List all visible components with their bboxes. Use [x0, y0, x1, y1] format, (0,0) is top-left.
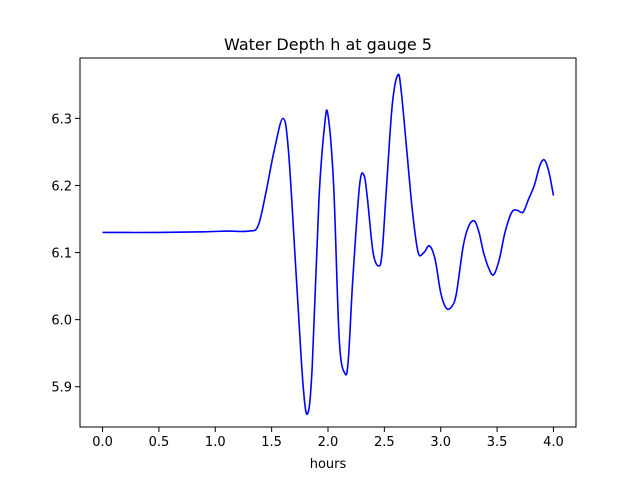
y-tick-label: 6.0 [51, 314, 72, 329]
y-tick-label: 6.1 [51, 247, 72, 262]
x-tick-label: 0.0 [92, 435, 113, 450]
y-tick-label: 6.2 [51, 179, 72, 194]
x-tick-label: 1.0 [205, 435, 226, 450]
series-layer [102, 73, 555, 416]
x-tick-label: 2.5 [374, 435, 395, 450]
x-tick-label: 2.0 [318, 435, 339, 450]
x-tick-label: 1.5 [261, 435, 282, 450]
x-tick-label: 3.0 [430, 435, 451, 450]
y-tick-label: 6.3 [51, 112, 72, 127]
chart-title: Water Depth h at gauge 5 [224, 35, 432, 54]
y-tick-label: 5.9 [51, 381, 72, 396]
y-axis: 5.9 6.0 6.1 6.2 6.3 [51, 112, 80, 396]
x-tick-label: 3.5 [487, 435, 508, 450]
x-tick-label: 0.5 [149, 435, 170, 450]
x-tick-label: 4.0 [543, 435, 564, 450]
series-line [102, 73, 555, 416]
x-axis-label: hours [310, 457, 347, 472]
x-axis: 0.0 0.5 1.0 1.5 2.0 2.5 3.0 3.5 4.0 [92, 427, 564, 450]
